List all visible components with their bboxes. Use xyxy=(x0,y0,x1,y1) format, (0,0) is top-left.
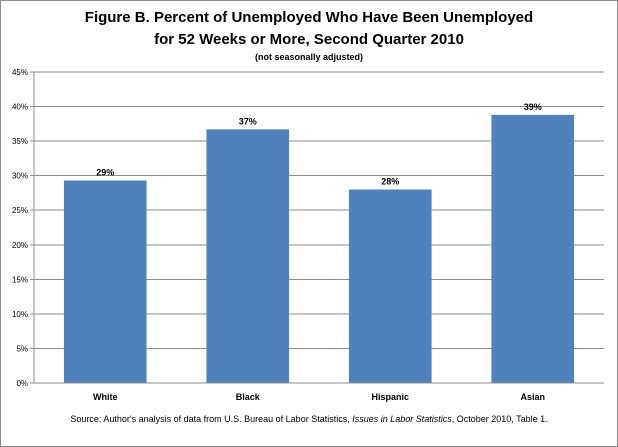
y-tick-label: 40% xyxy=(12,103,28,112)
data-label-black: 37% xyxy=(239,116,257,126)
x-category-label-hispanic: Hispanic xyxy=(371,392,409,402)
chart-title-line-2: for 52 Weeks or More, Second Quarter 201… xyxy=(154,31,464,48)
bar-black xyxy=(206,129,290,383)
chart-title-line-1: Figure B. Percent of Unemployed Who Have… xyxy=(84,9,534,26)
bar-asian xyxy=(491,114,575,384)
source-note: Source: Author's analysis of data from U… xyxy=(0,414,618,424)
y-tick-label: 45% xyxy=(12,68,28,77)
y-tick-label: 15% xyxy=(12,275,28,284)
data-label-white: 29% xyxy=(96,168,114,178)
y-tick-label: 25% xyxy=(12,206,28,215)
x-category-label-asian: Asian xyxy=(520,392,545,402)
bar-hispanic xyxy=(348,189,432,383)
y-tick-label: 5% xyxy=(16,344,28,353)
y-tick-label: 20% xyxy=(12,241,28,250)
y-tick-label: 10% xyxy=(12,310,28,319)
y-tick-label: 0% xyxy=(16,379,28,388)
source-suffix: , October 2010, Table 1. xyxy=(451,414,548,424)
y-tick-label: 35% xyxy=(12,137,28,146)
bar-white xyxy=(63,180,147,383)
chart-subtitle: (not seasonally adjusted) xyxy=(254,52,364,62)
data-label-asian: 39% xyxy=(524,102,542,112)
x-category-label-black: Black xyxy=(236,392,261,402)
y-tick-label: 30% xyxy=(12,172,28,181)
data-label-hispanic: 28% xyxy=(381,176,399,186)
x-category-label-white: White xyxy=(93,392,118,402)
source-prefix: Source: Author's analysis of data from U… xyxy=(70,414,353,424)
source-publication: Issues in Labor Statistics xyxy=(352,414,452,424)
